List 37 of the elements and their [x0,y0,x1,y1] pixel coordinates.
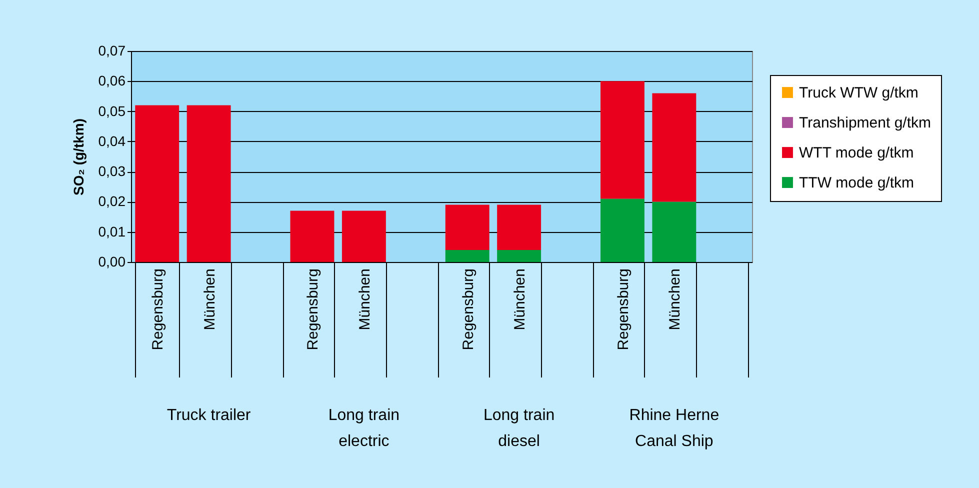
bar [186,105,231,262]
text: Rhine Herne Canal Ship [629,407,720,450]
x-tick-label: München [512,268,529,330]
bar [652,93,696,202]
bar [652,202,696,262]
x-tick-label: Regensburg [460,268,477,350]
x-tick-label: München [356,268,374,330]
text: Long train diesel [483,407,555,450]
bar [290,210,334,262]
legend-label: TTW mode g/tkm [799,174,914,192]
legend-label: WTT mode g/tkm [799,144,914,162]
y-tick-label: 0,02 [98,193,126,210]
bar [445,250,490,262]
y-tick-label: 0,04 [98,132,126,149]
bar [445,204,490,250]
x-tick-label: Regensburg [304,268,322,350]
bar [342,210,386,262]
y-tick-label: 0,01 [98,223,126,240]
x-tick-label: Regensburg [614,268,632,350]
x-tick-label: München [201,268,218,330]
bar [600,81,644,199]
legend-label: Truck WTW g/tkm [799,84,918,102]
text: Truck trailer [166,407,252,424]
y-tick-label: 0,07 [98,42,126,58]
y-tick-label: 0,00 [98,254,126,270]
bar [497,204,542,250]
text: Long train electric [328,407,400,450]
y-tick-label: 0,03 [98,163,126,180]
bar [497,250,542,262]
x-tick-label: Regensburg [150,268,167,350]
y-tick-label: 0,05 [98,102,126,119]
bar [135,105,180,262]
y-tick-label: 0,06 [98,72,126,89]
y-axis-title: SO₂ (g/tkm) [70,118,86,196]
x-tick-label: München [666,268,684,330]
bar [600,198,644,262]
legend-label: Transhipment g/tkm [799,114,931,132]
